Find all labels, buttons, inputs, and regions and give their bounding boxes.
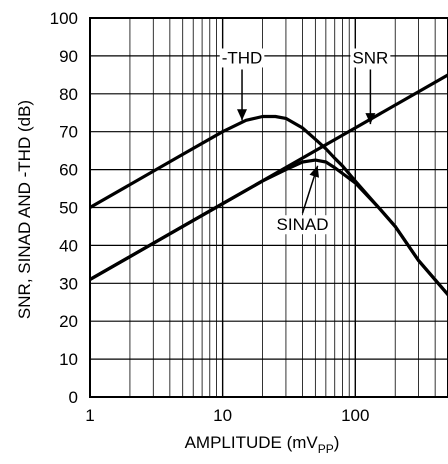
series-label-snr: SNR [352, 48, 388, 67]
x-axis-title: AMPLITUDE (mVPP) [185, 433, 340, 456]
y-tick-label: 40 [59, 236, 78, 255]
series-label-sinad: SINAD [277, 215, 329, 234]
major-gridlines [89, 17, 448, 398]
y-tick-label: 60 [59, 161, 78, 180]
x-tick-label: 10 [213, 406, 232, 425]
y-tick-label: 80 [59, 85, 78, 104]
x-tick-label: 1 [85, 406, 94, 425]
x-axis-title-main: AMPLITUDE (mV [185, 433, 319, 452]
series-line-thd [90, 114, 448, 297]
series-arrowhead-thd [237, 109, 247, 121]
series-line-sinad [90, 158, 448, 297]
y-tick-label: 20 [59, 312, 78, 331]
series-label-bg [350, 48, 391, 68]
series-arrowhead-snr [365, 113, 376, 125]
x-tick-label: 100 [341, 406, 369, 425]
x-axis-title-subscript: PP [318, 442, 334, 456]
series-label-thd: -THD [222, 48, 263, 67]
y-tick-label: 50 [59, 199, 78, 218]
series-label-bg [219, 48, 265, 68]
y-axis-title: SNR, SINAD AND -THD (dB) [15, 100, 34, 319]
y-tick-labels: 0 10 20 30 40 50 60 70 80 90 100 [50, 9, 78, 407]
y-tick-label: 100 [50, 9, 78, 28]
y-tick-label: 70 [59, 123, 78, 142]
series-lines [90, 73, 448, 297]
x-tick-labels: 1 10 100 [85, 406, 369, 425]
y-tick-label: 0 [69, 388, 78, 407]
x-axis-title-close: ) [334, 433, 340, 452]
series-labels: SNR -THD SINAD [219, 48, 391, 235]
y-tick-label: 30 [59, 274, 78, 293]
y-tick-label: 10 [59, 350, 78, 369]
series-label-bg [274, 215, 331, 235]
series-arrowhead-sinad [309, 165, 319, 178]
y-tick-label: 90 [59, 47, 78, 66]
